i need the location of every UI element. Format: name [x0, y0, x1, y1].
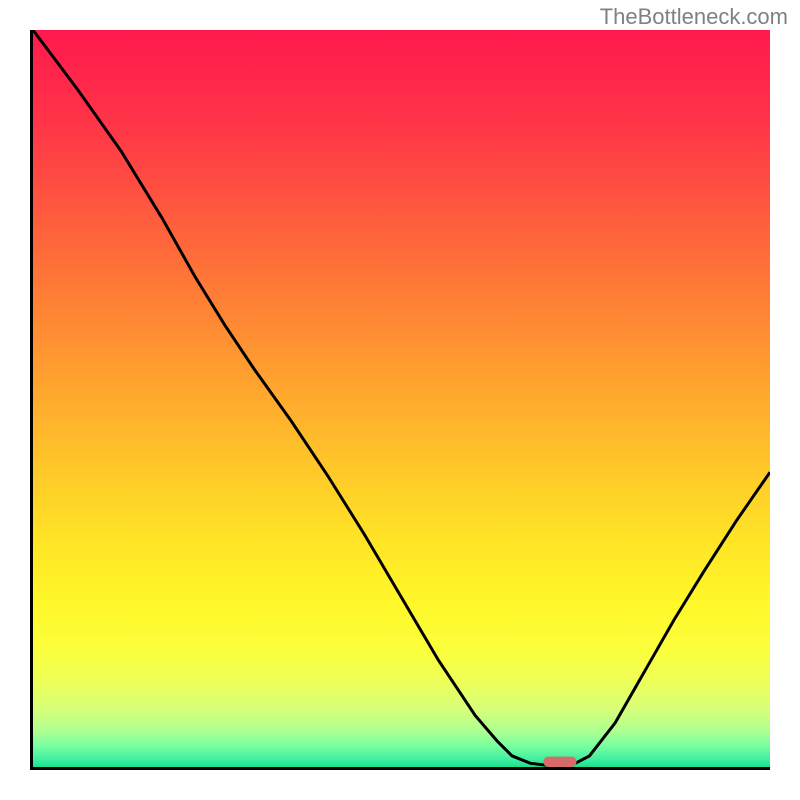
bottleneck-curve	[33, 30, 770, 766]
chart-container: TheBottleneck.com	[0, 0, 800, 800]
watermark-text: TheBottleneck.com	[600, 4, 788, 30]
optimal-marker	[543, 757, 576, 767]
plot-area	[30, 30, 770, 770]
curve-layer	[33, 30, 770, 767]
